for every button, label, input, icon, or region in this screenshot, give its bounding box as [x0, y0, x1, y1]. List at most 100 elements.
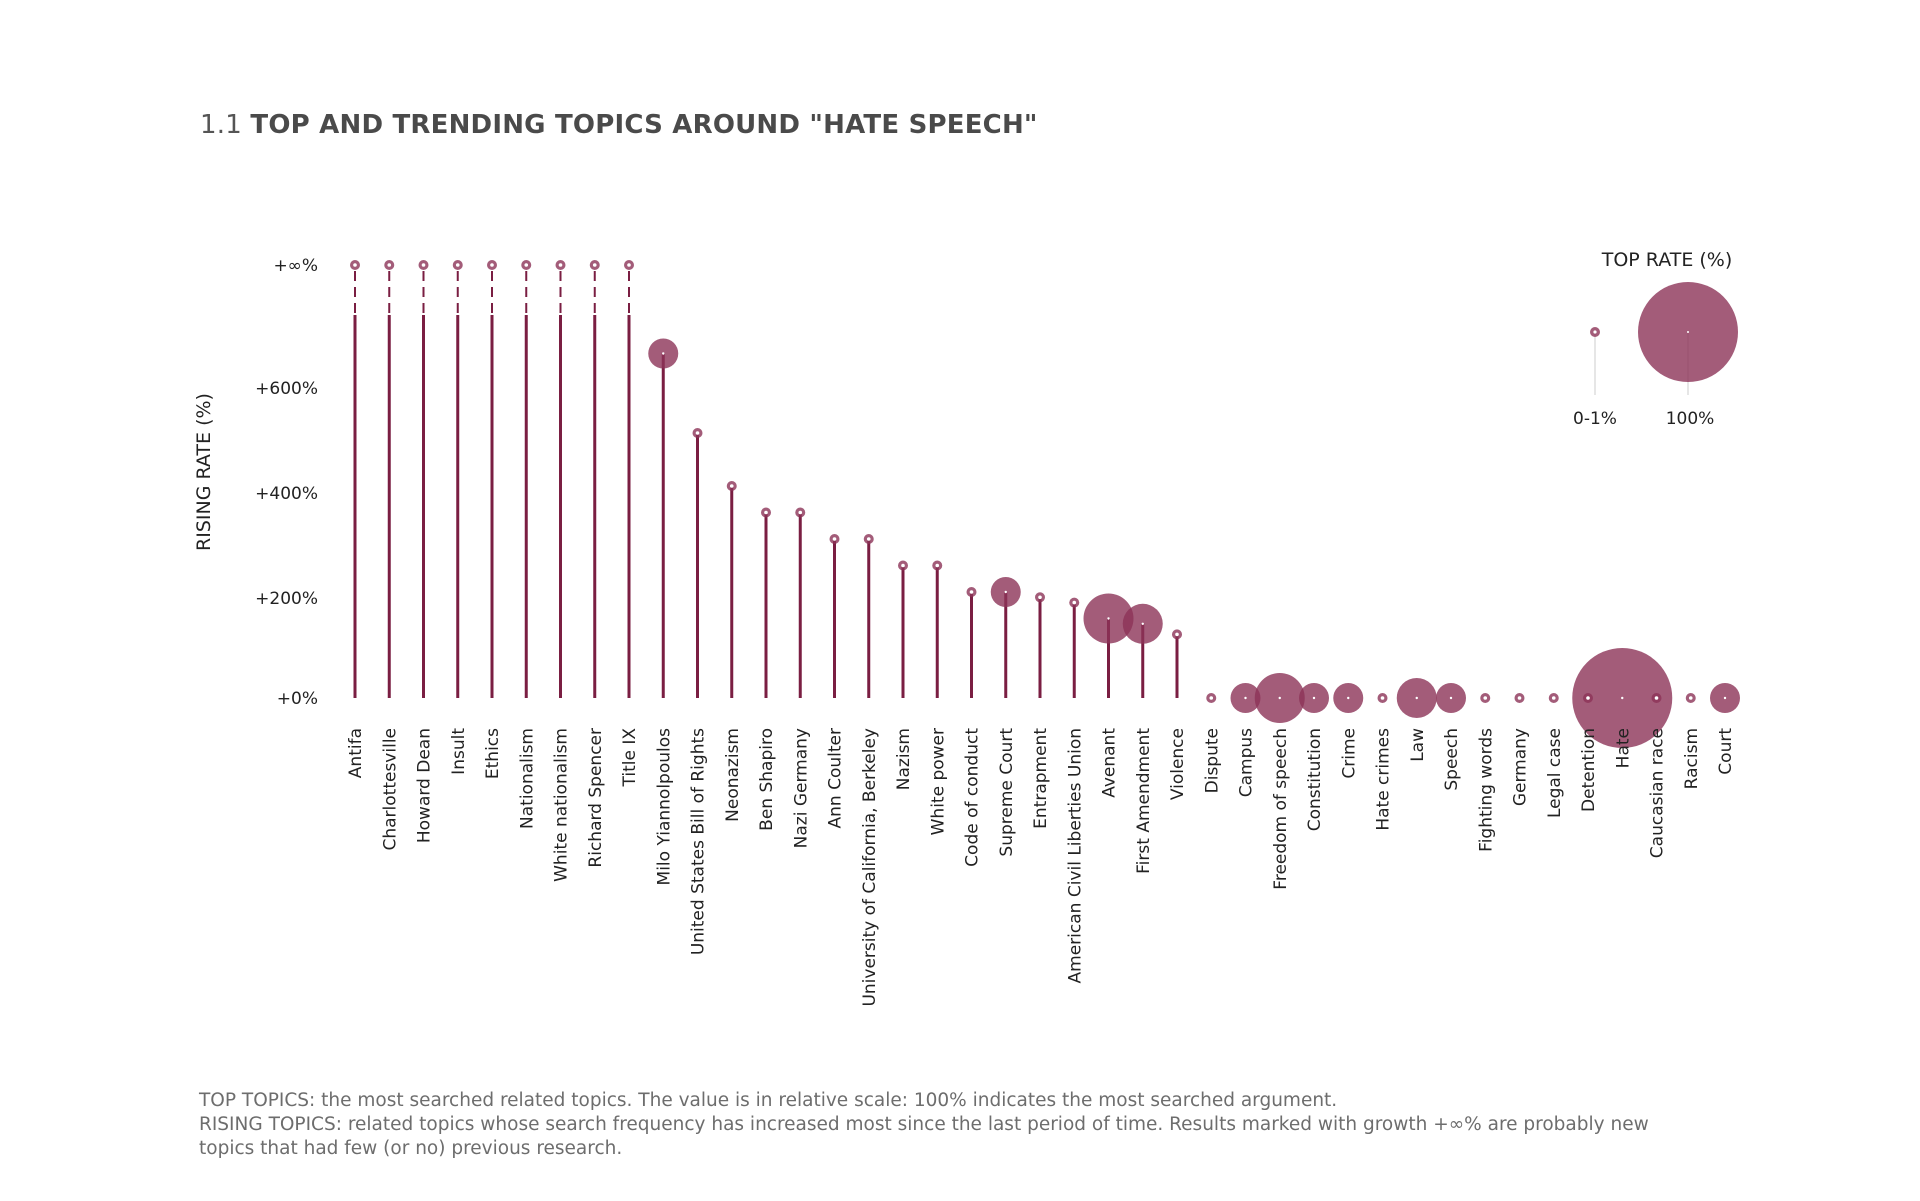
y-tick-label: +∞%: [273, 256, 318, 276]
topic-dot: [1107, 617, 1110, 620]
topic-dot: [1312, 696, 1316, 700]
x-tick-label: Nazi Germany: [791, 728, 811, 848]
y-tick-label: +200%: [255, 589, 318, 609]
topic-dot: [1621, 696, 1624, 700]
x-tick-label: Fighting words: [1476, 728, 1496, 852]
x-tick-label: Violence: [1168, 728, 1188, 800]
topic-dot: [798, 510, 803, 515]
topic-dot: [1141, 622, 1144, 625]
chart-title-text: TOP AND TRENDING TOPICS AROUND "HATE SPE…: [250, 110, 1038, 140]
x-tick-label: Racism: [1682, 728, 1702, 789]
topic-dot: [662, 352, 665, 355]
x-tick-label: Dispute: [1202, 728, 1222, 793]
topic-dot: [1517, 696, 1522, 700]
x-tick-label: Ben Shapiro: [757, 728, 777, 831]
footnote-rising-topics-line2: topics that had few (or no) previous res…: [199, 1138, 623, 1159]
x-tick-label: Nationalism: [517, 728, 537, 829]
topic-dot: [1380, 696, 1385, 700]
x-tick-label: Insult: [449, 728, 469, 775]
topic-dot: [901, 563, 905, 568]
x-tick-label: Ethics: [483, 728, 503, 779]
topic-dot: [1586, 696, 1590, 700]
topic-dot: [764, 510, 768, 515]
x-tick-label: Richard Spencer: [586, 728, 606, 868]
x-tick-label: Hate: [1613, 728, 1633, 768]
topic-dot: [1551, 696, 1556, 700]
footnotes: TOP TOPICS: the most searched related to…: [199, 1089, 1759, 1161]
topic-dot: [592, 263, 597, 267]
x-axis-topic-labels: Antifa Charlottesville Howard Dean Insult Et…: [346, 728, 1736, 1007]
topic-dot: [1688, 696, 1693, 700]
x-tick-label: White power: [928, 728, 948, 835]
x-tick-label: Hate crimes: [1374, 728, 1394, 831]
x-tick-label: Milo Yiannolpoulos: [654, 728, 674, 886]
x-tick-label: Freedom of speech: [1271, 728, 1291, 890]
lollipop-stems: [353, 271, 1179, 698]
footnote-top-topics: TOP TOPICS: the most searched related to…: [199, 1090, 1338, 1111]
x-tick-label: Constitution: [1305, 728, 1325, 831]
legend: TOP RATE (%) 0-1% 100%: [1573, 249, 1738, 429]
legend-title: TOP RATE (%): [1601, 249, 1733, 271]
topic-dot: [1654, 696, 1659, 700]
topic-dot: [1415, 696, 1418, 700]
x-tick-label: Howard Dean: [415, 728, 435, 843]
x-tick-label: Caucasian race: [1648, 728, 1668, 858]
x-tick-label: Crime: [1339, 728, 1359, 779]
topic-dot: [935, 563, 940, 568]
topic-dot: [421, 263, 426, 267]
topic-dot: [353, 263, 357, 267]
chart-title-number: 1.1: [200, 110, 242, 140]
x-tick-label: United States Bill of Rights: [689, 728, 709, 955]
topic-dot: [695, 431, 700, 435]
topic-bubbles: [350, 260, 1740, 748]
x-tick-label: Legal case: [1545, 728, 1565, 818]
topic-center-dots: [353, 263, 1727, 700]
y-axis-title: RISING RATE (%): [193, 393, 215, 551]
topic-dot: [729, 484, 734, 488]
y-tick-label: +600%: [255, 379, 318, 399]
topic-dot: [1278, 696, 1281, 700]
y-tick-label: +0%: [277, 689, 318, 709]
topic-dot: [1483, 696, 1488, 700]
topic-dot: [455, 263, 460, 267]
topic-dot: [1209, 696, 1214, 700]
x-tick-label: Germany: [1511, 728, 1531, 806]
topic-dot: [866, 537, 871, 541]
x-tick-label: Neonazism: [723, 728, 743, 822]
x-tick-label: Avenant: [1100, 728, 1120, 798]
x-tick-label: Ann Coulter: [826, 728, 846, 828]
x-tick-label: American Civil Liberties Union: [1065, 728, 1085, 983]
topic-dot: [558, 263, 563, 267]
y-tick-label: +400%: [255, 484, 318, 504]
chart-title: 1.1 TOP AND TRENDING TOPICS AROUND "HATE…: [200, 110, 1038, 140]
legend-large-label: 100%: [1666, 409, 1715, 429]
x-tick-label: Detention: [1579, 728, 1599, 812]
x-tick-label: Law: [1408, 728, 1428, 762]
topic-dot: [1072, 600, 1077, 605]
footnote-rising-topics-line1: RISING TOPICS: related topics whose sear…: [199, 1114, 1649, 1135]
x-tick-label: Speech: [1442, 728, 1462, 791]
x-tick-label: University of California, Berkeley: [860, 728, 880, 1007]
topic-dot: [969, 590, 974, 594]
x-tick-label: Title IX: [620, 728, 640, 788]
topic-dot: [627, 263, 631, 267]
x-tick-label: Campus: [1237, 728, 1257, 797]
x-tick-label: White nationalism: [552, 728, 572, 882]
legend-large-dot: [1687, 331, 1689, 333]
x-tick-label: Antifa: [346, 728, 366, 778]
topic-dot: [1449, 696, 1453, 700]
x-tick-label: First Amendment: [1134, 728, 1154, 874]
x-tick-label: Supreme Court: [997, 728, 1017, 857]
y-axis-ticks: +0% +200% +400% +600% +∞%: [255, 256, 318, 709]
topic-dot: [832, 537, 837, 541]
topic-dot: [387, 263, 392, 267]
x-tick-label: Code of conduct: [963, 728, 983, 867]
topic-dot: [1004, 590, 1007, 594]
topic-dot: [1038, 595, 1042, 600]
topic-dot: [490, 263, 494, 267]
topic-dot: [1175, 632, 1179, 637]
legend-small-label: 0-1%: [1573, 409, 1617, 429]
x-tick-label: Nazism: [894, 728, 914, 790]
x-tick-label: Charlottesville: [380, 728, 400, 851]
